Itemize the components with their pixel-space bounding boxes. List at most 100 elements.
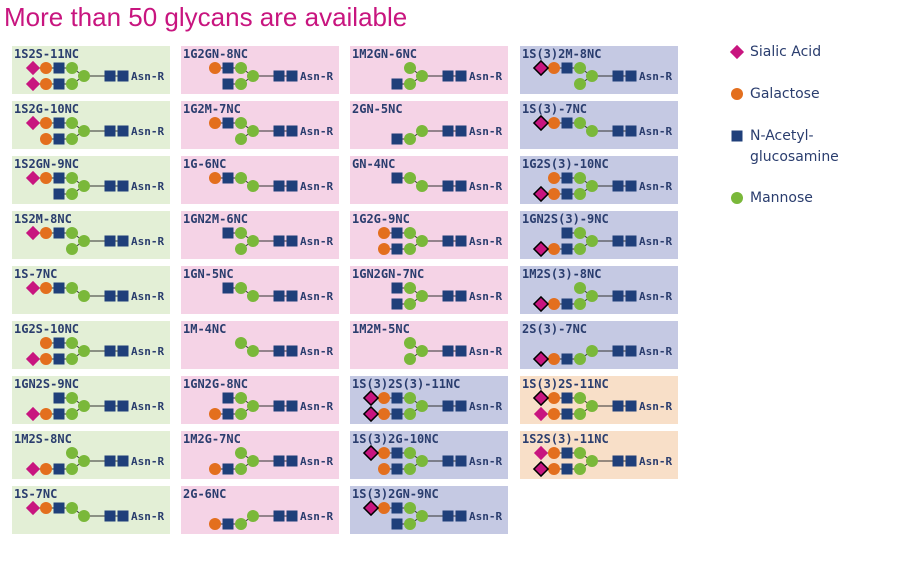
glycan-name: 1GN2S(3)-9NC (522, 212, 609, 226)
core-label: Asn-R (469, 510, 502, 523)
mannose (404, 172, 416, 184)
mannose (247, 70, 259, 82)
glycan-card (12, 321, 170, 369)
glycan-card (12, 266, 170, 314)
glcnac (53, 227, 65, 239)
glcnac (53, 62, 65, 74)
mannose (574, 447, 586, 459)
glcnac (455, 180, 467, 192)
glcnac (625, 70, 637, 82)
mannose (235, 337, 247, 349)
glycan-card (12, 46, 170, 94)
glycan-card (12, 376, 170, 424)
sialic-acid (25, 461, 41, 477)
glycan-name: 1GN2G-8NC (183, 377, 248, 391)
glycan-name: 1M2S(3)-8NC (522, 267, 601, 281)
core-label: Asn-R (469, 455, 502, 468)
glcnac (561, 463, 573, 475)
mannose (404, 392, 416, 404)
mannose (586, 235, 598, 247)
glycan-card (350, 156, 508, 204)
mannose (78, 70, 90, 82)
glcnac (561, 353, 573, 365)
glcnac (612, 455, 624, 467)
core-label: Asn-R (639, 235, 672, 248)
galactose (40, 227, 52, 239)
glcnac (273, 70, 285, 82)
glycan-card (181, 211, 339, 259)
glycan-name: 1GN-5NC (183, 267, 234, 281)
glcnac (442, 400, 454, 412)
mannose (586, 290, 598, 302)
legend-label: Galactose (750, 86, 820, 102)
sialic-acid (362, 444, 380, 462)
glycan-name: 1G2GN-8NC (183, 47, 248, 61)
glcnac (222, 78, 234, 90)
glcnac (561, 408, 573, 420)
glycan-card (181, 266, 339, 314)
mannose (404, 298, 416, 310)
galactose (209, 172, 221, 184)
galactose (378, 392, 390, 404)
mannose (235, 282, 247, 294)
glcnac (561, 227, 573, 239)
core-label: Asn-R (469, 180, 502, 193)
core-label: Asn-R (469, 290, 502, 303)
galactose (40, 408, 52, 420)
core-label: Asn-R (639, 125, 672, 138)
sialic-acid (532, 59, 550, 77)
mannose (731, 192, 743, 204)
mannose (574, 188, 586, 200)
glcnac (391, 463, 403, 475)
glcnac (104, 455, 116, 467)
glycan-name: 1S2S-11NC (14, 47, 79, 61)
glycan-name: 1GN2M-6NC (183, 212, 248, 226)
glcnac (222, 408, 234, 420)
glcnac (391, 408, 403, 420)
mannose (247, 180, 259, 192)
sialic-acid (25, 351, 41, 367)
glcnac (391, 518, 403, 530)
glcnac (391, 298, 403, 310)
mannose (66, 78, 78, 90)
glycan-name: 1S(3)-7NC (522, 102, 587, 116)
glycan-name: 1M2M-5NC (352, 322, 410, 336)
glcnac (625, 345, 637, 357)
glcnac (442, 455, 454, 467)
mannose (247, 345, 259, 357)
sialic-acid (532, 389, 550, 407)
galactose (378, 463, 390, 475)
glcnac (53, 502, 65, 514)
glycan-name: 1S(3)2S-11NC (522, 377, 609, 391)
mannose (66, 172, 78, 184)
mannose (235, 62, 247, 74)
glcnac (286, 70, 298, 82)
mannose (66, 463, 78, 475)
legend-label: N-Acetyl- (750, 128, 814, 144)
glcnac (625, 290, 637, 302)
mannose (235, 408, 247, 420)
glcnac (222, 227, 234, 239)
core-label: Asn-R (469, 400, 502, 413)
mannose (66, 62, 78, 74)
mannose (574, 62, 586, 74)
glcnac (391, 78, 403, 90)
galactose (378, 408, 390, 420)
glycan-name: 1S2S(3)-11NC (522, 432, 609, 446)
glcnac (104, 400, 116, 412)
mannose (235, 518, 247, 530)
glycan-card (350, 101, 508, 149)
glcnac (455, 290, 467, 302)
glycan-card (181, 431, 339, 479)
sialic-acid (25, 406, 41, 422)
core-label: Asn-R (639, 290, 672, 303)
glcnac (273, 235, 285, 247)
glcnac (117, 125, 129, 137)
sialic-acid (362, 405, 380, 423)
glcnac (53, 172, 65, 184)
glcnac (104, 125, 116, 137)
glcnac (442, 125, 454, 137)
mannose (247, 400, 259, 412)
galactose (548, 408, 560, 420)
glycan-card (181, 46, 339, 94)
